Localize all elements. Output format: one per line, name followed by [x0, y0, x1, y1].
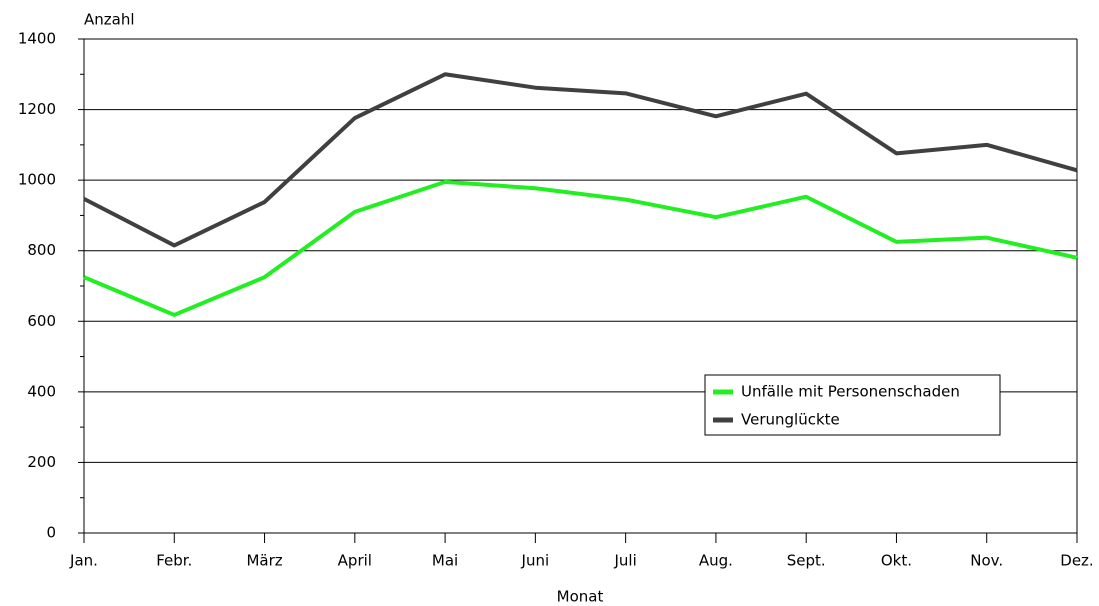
y-tick-label: 600	[27, 312, 56, 330]
x-tick-label: Jan.	[69, 552, 98, 570]
x-tick-label: Okt.	[881, 552, 912, 570]
series-line	[83, 72, 1078, 248]
x-tick-label: Febr.	[156, 552, 192, 570]
y-tick-label: 400	[27, 382, 56, 400]
y-tick-label: 1000	[18, 171, 56, 189]
legend-label: Unfälle mit Personenschaden	[741, 383, 960, 401]
x-tick-label: Sept.	[787, 552, 826, 570]
y-axis-label: Anzahl	[84, 11, 135, 29]
x-tick-label: Nov.	[970, 552, 1003, 570]
x-tick-label: März	[246, 552, 282, 570]
y-tick-label: 200	[27, 453, 56, 471]
x-tick-label: April	[338, 552, 372, 570]
y-tick-label: 1200	[18, 100, 56, 118]
y-tick-label: 800	[27, 241, 56, 259]
x-tick-label: Juli	[614, 552, 637, 570]
x-tick-label: Mai	[432, 552, 458, 570]
legend-box	[704, 374, 1001, 436]
x-tick-label: Aug.	[699, 552, 733, 570]
x-tick-label: Dez.	[1060, 552, 1093, 570]
x-axis-label: Monat	[557, 588, 604, 606]
series-line	[83, 179, 1078, 317]
x-tick-label: Juni	[521, 552, 550, 570]
y-tick-label: 1400	[18, 30, 56, 48]
y-tick-label: 0	[46, 524, 56, 542]
legend-label: Verunglückte	[741, 411, 840, 429]
